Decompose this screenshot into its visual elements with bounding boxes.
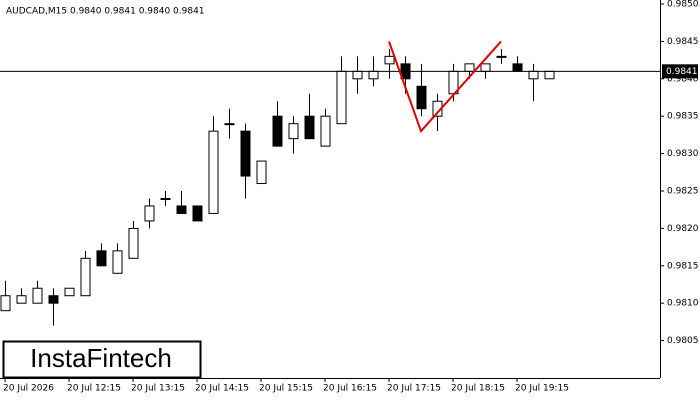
x-tick-label: 20 Jul 17:15 xyxy=(387,384,441,394)
logo-box xyxy=(2,340,202,379)
candle-body xyxy=(384,55,395,65)
chart-title: AUDCAD,M15 0.9840 0.9841 0.9840 0.9841 xyxy=(6,7,205,17)
candle-body xyxy=(32,287,43,304)
y-tick-label: 0.9845 xyxy=(667,37,699,47)
candle-body xyxy=(64,287,75,297)
y-tick-label: 0.9805 xyxy=(667,336,699,346)
y-tick-label: 0.9840 xyxy=(667,74,699,84)
candle-body xyxy=(464,63,475,72)
candle-body xyxy=(80,257,91,297)
candle-body xyxy=(128,227,139,259)
x-tick-label: 20 Jul 16:15 xyxy=(323,384,377,394)
candle-body xyxy=(96,250,107,267)
candle-body xyxy=(0,295,11,312)
x-tick-label: 20 Jul 14:15 xyxy=(195,384,249,394)
candle-body xyxy=(352,70,363,80)
candle-body xyxy=(272,115,283,147)
pattern-line xyxy=(388,40,502,134)
current-price-label: 0.9841 xyxy=(666,67,698,77)
candle-body xyxy=(288,123,299,140)
candle-body xyxy=(112,250,123,274)
candle-body xyxy=(192,205,203,222)
candle-body xyxy=(528,70,539,80)
candle-body xyxy=(512,63,523,72)
candle-body xyxy=(336,70,347,125)
x-tick-label: 20 Jul 12:15 xyxy=(67,384,121,394)
y-tick-label: 0.9820 xyxy=(667,224,699,234)
x-tick-label: 20 Jul 2026 xyxy=(3,384,54,394)
candle-body xyxy=(544,70,555,80)
y-tick-label: 0.9815 xyxy=(667,261,699,271)
candle-body xyxy=(480,63,491,72)
candle-body xyxy=(208,130,219,214)
candle-body xyxy=(416,85,427,110)
candle-body xyxy=(256,160,267,185)
x-tick-label: 20 Jul 18:15 xyxy=(451,384,505,394)
y-tick-label: 0.9835 xyxy=(667,112,699,122)
y-tick-label: 0.9850 xyxy=(667,0,699,10)
candle-body xyxy=(496,55,507,58)
logo: InstaFintech xyxy=(30,343,172,373)
x-tick-label: 20 Jul 19:15 xyxy=(515,384,569,394)
candle-body xyxy=(240,130,251,177)
candle-body xyxy=(144,205,155,222)
candle-body xyxy=(224,123,235,126)
y-tick-label: 0.9810 xyxy=(667,299,699,309)
current-price-box xyxy=(662,64,698,79)
candle-body xyxy=(320,115,331,147)
candle-body xyxy=(304,115,315,140)
candle-body xyxy=(176,205,187,214)
candle-body xyxy=(160,197,171,200)
y-tick-label: 0.9830 xyxy=(667,149,699,159)
y-tick-label: 0.9825 xyxy=(667,187,699,197)
x-tick-label: 20 Jul 13:15 xyxy=(131,384,185,394)
x-tick-label: 20 Jul 15:15 xyxy=(259,384,313,394)
candle-body xyxy=(16,295,27,304)
candle-body xyxy=(368,70,379,80)
candle-body xyxy=(48,295,59,304)
